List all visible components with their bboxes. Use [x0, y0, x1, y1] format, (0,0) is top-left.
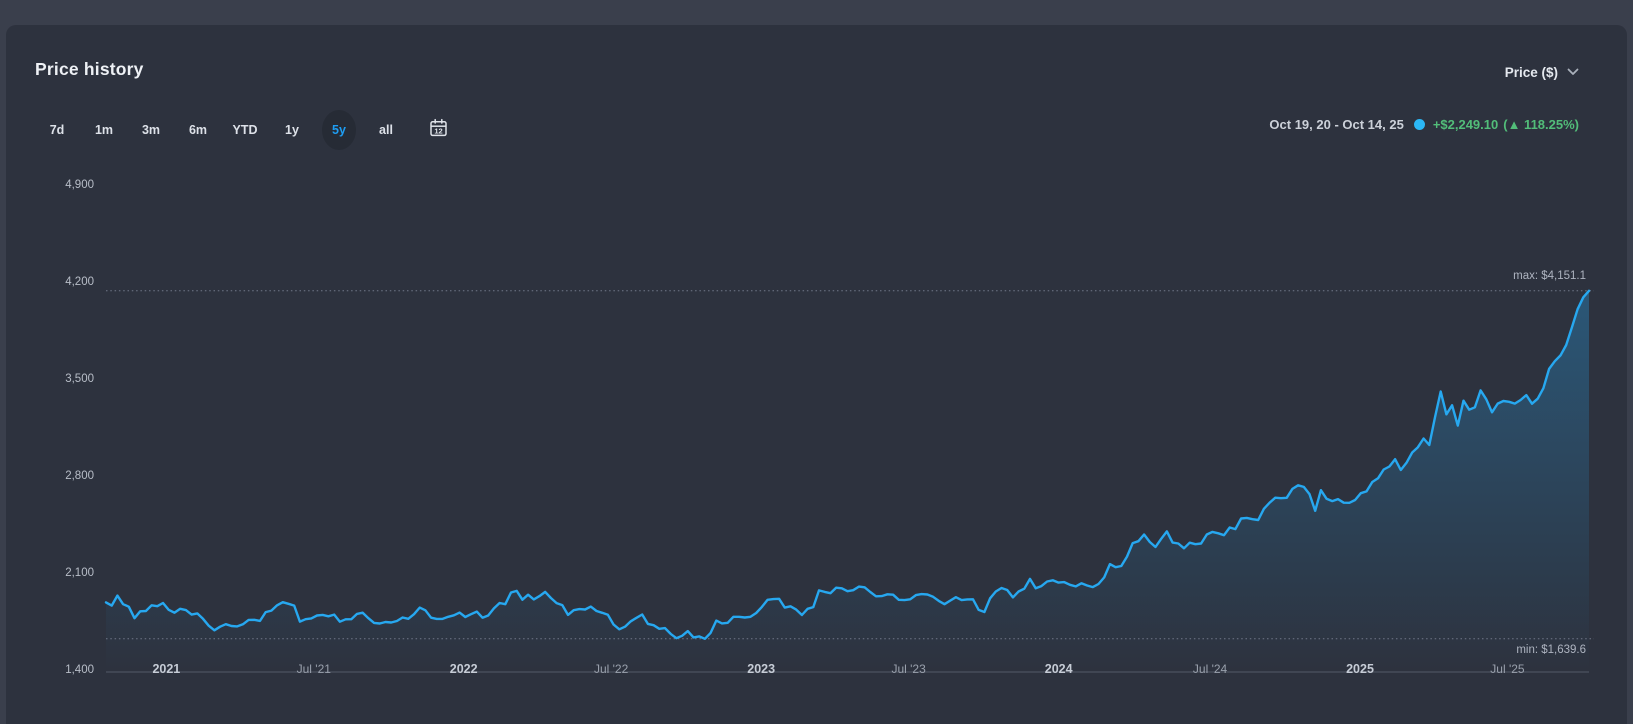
- x-axis-label-2022: 2022: [449, 662, 478, 676]
- min-annotation: min: $1,639.6: [1516, 643, 1586, 656]
- y-axis-label-2800: 2,800: [65, 470, 94, 482]
- metric-select-dropdown[interactable]: Price ($): [1505, 63, 1579, 81]
- change-percent: (▲ 118.25%): [1503, 117, 1579, 132]
- y-axis-label-4900: 4,900: [65, 179, 94, 191]
- range-button-5y[interactable]: 5y: [322, 110, 356, 150]
- range-button-1y[interactable]: 1y: [285, 123, 299, 137]
- date-range-label: Oct 19, 20 - Oct 14, 25: [1269, 117, 1404, 132]
- range-button-3m[interactable]: 3m: [141, 123, 161, 137]
- period-summary: Oct 19, 20 - Oct 14, 25 +$2,249.10 (▲ 11…: [1269, 117, 1579, 132]
- y-axis-label-4200: 4,200: [65, 276, 94, 288]
- metric-select-label: Price ($): [1504, 64, 1558, 80]
- y-axis-label-2100: 2,100: [65, 567, 94, 579]
- series-marker-dot-icon: [1413, 119, 1425, 130]
- x-axis-label-2025: 2025: [1346, 662, 1374, 676]
- change-amount: +$2,249.10: [1432, 117, 1499, 132]
- range-button-7d[interactable]: 7d: [49, 123, 65, 137]
- calendar-button[interactable]: 12: [427, 117, 450, 145]
- y-axis-label-1400: 1,400: [65, 664, 94, 676]
- x-axis-label-Jul21: Jul '21: [296, 662, 331, 676]
- price-chart-svg: [104, 289, 1594, 673]
- chevron-down-icon: [1567, 63, 1579, 81]
- max-annotation: max: $4,151.1: [1513, 269, 1586, 282]
- x-axis-label-Jul25: Jul '25: [1490, 662, 1525, 676]
- calendar-icon: 12: [430, 118, 447, 137]
- range-button-1m[interactable]: 1m: [94, 123, 114, 137]
- x-axis-label-Jul22: Jul '22: [593, 662, 629, 676]
- page-title: Price history: [35, 59, 144, 79]
- x-axis-label-2024: 2024: [1044, 662, 1073, 676]
- x-axis-label-2021: 2021: [152, 662, 181, 676]
- chart-area[interactable]: 4,900 4,200 3,500 2,800 2,100 1,400 2021 Jul '2…: [6, 25, 1633, 724]
- svg-text:12: 12: [434, 127, 442, 136]
- time-range-selector: 7d 1m 3m 6m YTD 1y 5y all: [40, 110, 403, 150]
- price-line: [104, 289, 1591, 640]
- price-history-card: Price history Price ($) 7d 1m 3m 6m YTD 1y 5y a…: [6, 25, 1627, 724]
- price-area-fill: [106, 290, 1589, 672]
- range-button-all[interactable]: all: [379, 123, 393, 137]
- range-button-6m[interactable]: 6m: [188, 123, 208, 137]
- range-button-ytd[interactable]: YTD: [232, 123, 258, 137]
- x-axis-label-Jul24: Jul '24: [1192, 662, 1228, 676]
- x-axis-label-2023: 2023: [747, 662, 776, 676]
- y-axis-label-3500: 3,500: [65, 373, 94, 385]
- x-axis-label-Jul23: Jul '23: [891, 662, 926, 676]
